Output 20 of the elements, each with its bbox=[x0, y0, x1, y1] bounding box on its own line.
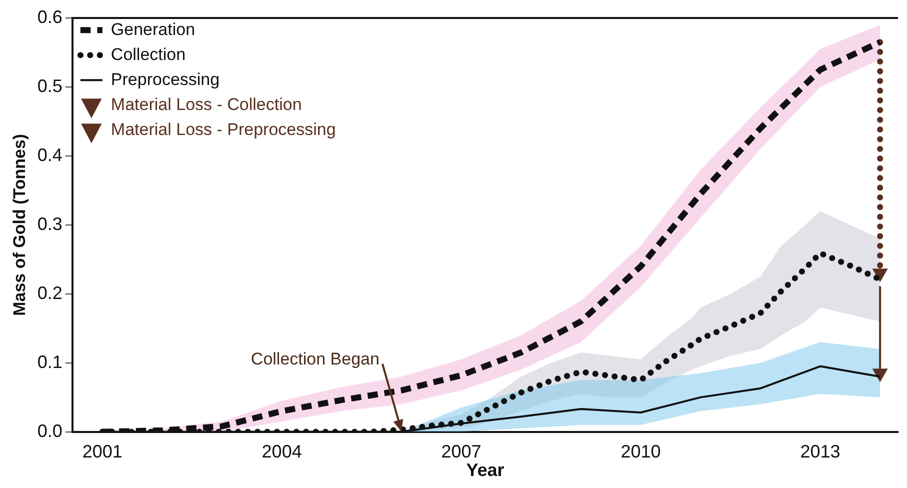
y-tick-label: 0.4 bbox=[37, 144, 62, 165]
x-tick-label: 2001 bbox=[82, 442, 122, 462]
y-tick-label: 0.6 bbox=[37, 6, 62, 27]
x-tick-label: 2007 bbox=[441, 442, 482, 462]
x-tick-label: 2010 bbox=[620, 442, 661, 462]
y-tick-label: 0.2 bbox=[37, 282, 62, 303]
y-tick-label: 0.0 bbox=[37, 420, 62, 441]
legend-label: Collection bbox=[110, 44, 186, 64]
legend-label: Generation bbox=[110, 20, 196, 39]
y-tick-label: 0.1 bbox=[37, 352, 62, 372]
x-tick-label: 2013 bbox=[800, 442, 840, 462]
y-axis-title: Mass of Gold (Tonnes) bbox=[10, 134, 29, 316]
legend-label: Material Loss - Preprocessing bbox=[110, 120, 336, 139]
x-axis-title: Year bbox=[466, 460, 504, 480]
y-tick-label: 0.5 bbox=[37, 76, 62, 96]
y-tick-label: 0.3 bbox=[37, 214, 62, 234]
legend-label: Preprocessing bbox=[110, 70, 220, 89]
annotation: Collection Began bbox=[250, 349, 380, 368]
x-tick-label: 2004 bbox=[262, 442, 302, 462]
legend-label: Material Loss - Collection bbox=[110, 94, 302, 114]
